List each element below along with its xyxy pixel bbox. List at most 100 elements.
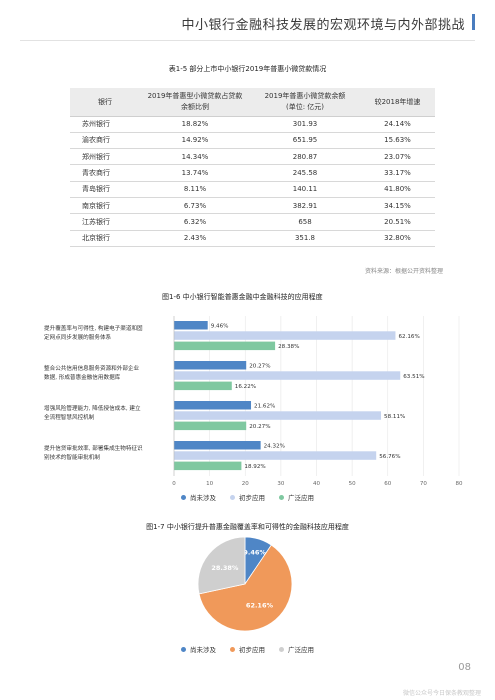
bar bbox=[174, 341, 276, 351]
table-cell: 24.14% bbox=[360, 116, 435, 133]
data-label: 56.76% bbox=[379, 454, 400, 460]
legend-marker bbox=[230, 494, 235, 500]
table-cell: 32.80% bbox=[360, 230, 435, 247]
table-cell: 6.73% bbox=[140, 197, 250, 215]
pie-chart-title: 图1-7 中小银行提升普惠金融覆盖率和可得性的金融科技应用程度 bbox=[146, 523, 349, 531]
bar bbox=[174, 381, 232, 391]
table-caption: 表1-5 部分上市中小银行2019年普惠小微贷款情况 bbox=[168, 65, 327, 73]
bar-chart: 0 10 20 30 40 50 60 70 80 提升覆盖率与可得性, 构建电子渠道和固定网点同… bbox=[44, 316, 463, 485]
x-tick-label: 60 bbox=[384, 481, 391, 485]
table-cell: 15.63% bbox=[360, 132, 435, 150]
bar bbox=[174, 411, 382, 420]
header-text: 2019年普惠小微贷款余额 bbox=[264, 92, 346, 101]
category-label: 增强风险管理能力, 降低授信成本, 建立 bbox=[44, 404, 141, 412]
x-tick-label: 30 bbox=[277, 481, 284, 485]
pie-chart-legend: 尚未涉及 初步应用 广泛应用 bbox=[0, 644, 495, 654]
bar-chart-title: 图1-6 中小银行智能普惠金融中金融科技的应用程度 bbox=[162, 293, 323, 301]
bar bbox=[174, 461, 242, 471]
legend-label: 初步应用 bbox=[239, 646, 265, 654]
table-cell: 6.32% bbox=[140, 213, 250, 231]
table-cell: 18.82% bbox=[140, 116, 250, 133]
table-row: 青农商行 13.74% 245.58 33.17% bbox=[70, 164, 435, 182]
table-cell: 14.34% bbox=[140, 148, 250, 166]
x-tick-label: 80 bbox=[456, 481, 463, 485]
table-row: 北京银行 2.43% 351.8 32.80% bbox=[70, 230, 435, 247]
pie-slice-label: 28.38% bbox=[211, 564, 239, 572]
header-text: 较2018年增速 bbox=[374, 97, 421, 106]
data-label: 21.62% bbox=[254, 404, 275, 410]
table-header-cell: 银行 bbox=[70, 88, 140, 117]
bank-name-cell: 青岛银行 bbox=[70, 181, 140, 198]
header-title: 中小银行金融科技发展的宏观环境与内外部挑战 bbox=[181, 18, 465, 33]
data-label: 58.11% bbox=[384, 414, 405, 420]
category-label: 提升覆盖率与可得性, 构建电子渠道和固 bbox=[44, 324, 143, 332]
legend-label: 广泛应用 bbox=[288, 646, 314, 654]
table-cell: 280.87 bbox=[250, 148, 360, 166]
bar-chart-legend: 尚未涉及 初步应用 广泛应用 bbox=[0, 492, 495, 502]
data-label: 62.16% bbox=[398, 334, 419, 340]
bank-name-cell: 青农商行 bbox=[70, 164, 140, 182]
category-label: 定网点同步发展的服务体系 bbox=[44, 333, 112, 341]
watermark-text: 微信公众号今日保条教观整理 bbox=[402, 690, 481, 697]
category-label: 数据, 形成普惠金融信用数据库 bbox=[44, 373, 121, 381]
data-label: 63.51% bbox=[403, 374, 424, 380]
legend-label: 广泛应用 bbox=[288, 494, 314, 502]
category-label: 别技术的智能审批机制 bbox=[44, 453, 100, 461]
table-cell: 651.95 bbox=[250, 132, 360, 150]
bar bbox=[174, 401, 252, 410]
table-row: 南京银行 6.73% 382.91 34.15% bbox=[70, 197, 435, 215]
legend-marker bbox=[279, 646, 284, 652]
bar bbox=[174, 321, 208, 330]
data-label: 16.22% bbox=[235, 384, 256, 390]
legend-item: 初步应用 bbox=[230, 644, 265, 654]
page-header: 中小银行金融科技发展的宏观环境与内外部挑战 bbox=[0, 0, 495, 41]
legend-item: 初步应用 bbox=[230, 492, 265, 502]
bank-name-cell: 郑州银行 bbox=[70, 148, 140, 166]
data-label: 28.38% bbox=[278, 344, 299, 350]
legend-label: 尚未涉及 bbox=[190, 646, 216, 654]
table-cell: 2.43% bbox=[140, 230, 250, 247]
table-header-cell: 较2018年增速 bbox=[360, 88, 435, 117]
table-row: 郑州银行 14.34% 280.87 23.07% bbox=[70, 148, 435, 166]
table-cell: 301.93 bbox=[250, 116, 360, 133]
bar bbox=[174, 361, 247, 370]
pie-slice bbox=[244, 536, 272, 586]
table-source: 资料来源：根据公开资料整理 bbox=[364, 268, 443, 275]
table-header-cell: 2019年普惠小微贷款余额 (单位: 亿元) bbox=[250, 88, 360, 117]
table-header-row: 银行 2019年普惠型小微贷款占贷款 余额比例 2019年普惠小微贷款余额 (单… bbox=[70, 88, 435, 117]
table-cell: 14.92% bbox=[140, 132, 250, 150]
data-label: 20.27% bbox=[249, 364, 270, 370]
bank-name-cell: 苏州银行 bbox=[70, 116, 140, 133]
pie-slice-label: 9.46% bbox=[243, 549, 266, 557]
category-label: 全流程智慧风控机制 bbox=[44, 413, 95, 421]
x-tick-label: 70 bbox=[420, 481, 427, 485]
legend-marker bbox=[181, 494, 186, 500]
table-cell: 41.80% bbox=[360, 181, 435, 198]
legend-item: 广泛应用 bbox=[279, 492, 314, 502]
table-row: 渝农商行 14.92% 651.95 15.63% bbox=[70, 132, 435, 150]
table-row: 江苏银行 6.32% 658 20.51% bbox=[70, 213, 435, 231]
data-label: 20.27% bbox=[249, 424, 270, 430]
x-tick-label: 50 bbox=[349, 481, 356, 485]
header-text: 余额比例 bbox=[181, 102, 209, 111]
table-cell: 245.58 bbox=[250, 164, 360, 182]
pie-slice bbox=[197, 536, 246, 595]
bank-name-cell: 北京银行 bbox=[70, 230, 140, 247]
bar bbox=[174, 331, 396, 340]
table-cell: 658 bbox=[250, 213, 360, 231]
data-label: 24.32% bbox=[264, 444, 285, 450]
header-accent-bar bbox=[472, 14, 475, 30]
table-cell: 33.17% bbox=[360, 164, 435, 182]
table-cell: 23.07% bbox=[360, 148, 435, 166]
loan-table: 银行 2019年普惠型小微贷款占贷款 余额比例 2019年普惠小微贷款余额 (单… bbox=[70, 88, 435, 247]
table-cell: 13.74% bbox=[140, 164, 250, 182]
pie-slice-label: 62.16% bbox=[246, 601, 274, 609]
data-label: 18.92% bbox=[244, 464, 265, 470]
table-row: 苏州银行 18.82% 301.93 24.14% bbox=[70, 116, 435, 133]
legend-item: 广泛应用 bbox=[279, 644, 314, 654]
pie-slice bbox=[198, 544, 293, 632]
bank-name-cell: 南京银行 bbox=[70, 197, 140, 215]
header-text: (单位: 亿元) bbox=[285, 102, 325, 111]
legend-label: 初步应用 bbox=[239, 494, 265, 502]
bank-name-cell: 江苏银行 bbox=[70, 213, 140, 231]
